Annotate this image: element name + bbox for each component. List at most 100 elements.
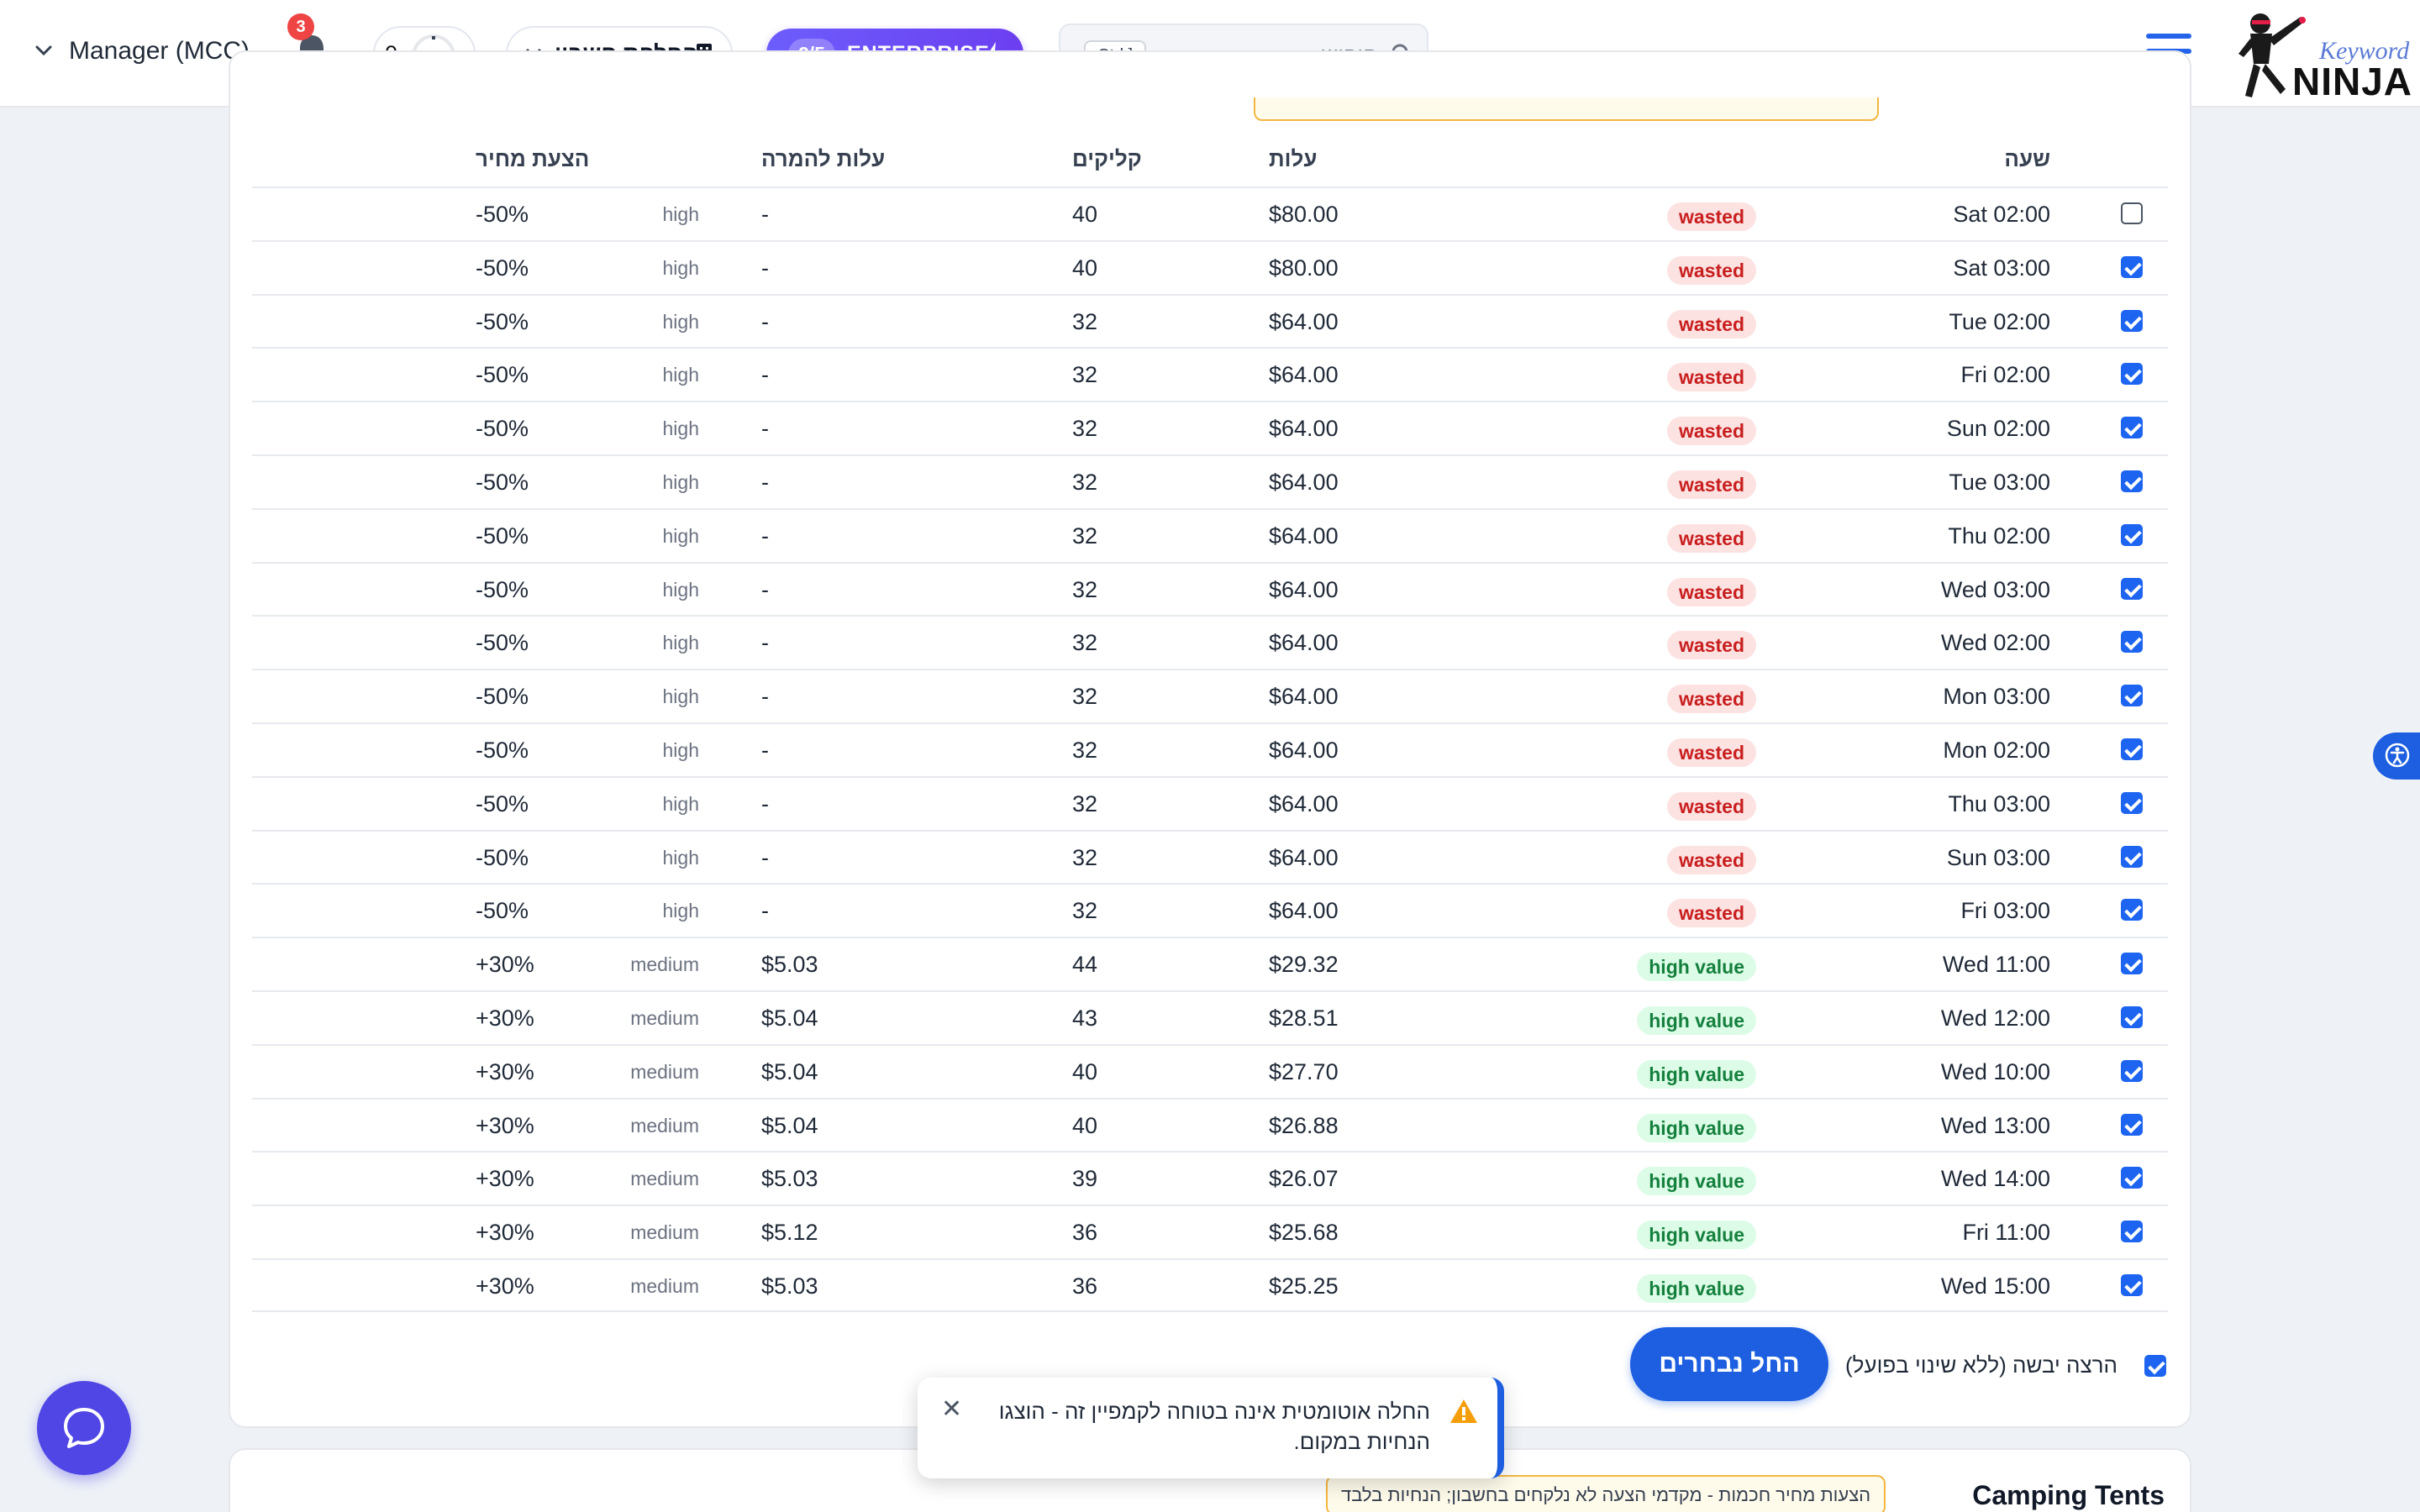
- row-checkbox[interactable]: [2121, 738, 2143, 760]
- row-clicks: 32: [1072, 844, 1098, 870]
- row-cost-per-conversion: $5.04: [761, 1005, 818, 1031]
- row-clicks: 44: [1072, 952, 1098, 978]
- row-clicks: 32: [1072, 898, 1098, 924]
- row-checkbox[interactable]: [2121, 631, 2143, 654]
- table-row: Sat 03:00 wasted $80.00 40 - -50% high: [252, 239, 2168, 294]
- table-row: Sun 03:00 wasted $64.00 32 - -50% high: [252, 829, 2168, 884]
- row-cost: $64.00: [1269, 416, 1339, 442]
- row-cost: $26.07: [1269, 1166, 1339, 1192]
- row-bid-suggestion: -50%: [476, 362, 529, 388]
- row-checkbox[interactable]: [2121, 1273, 2143, 1296]
- table-row: Thu 02:00 wasted $64.00 32 - -50% high: [252, 507, 2168, 562]
- row-status-badge: high value: [1637, 1059, 1756, 1089]
- row-status-badge: wasted: [1667, 845, 1756, 874]
- keyword-ninja-logo[interactable]: Keyword NINJA: [2235, 5, 2412, 103]
- row-cost: $64.00: [1269, 630, 1339, 656]
- row-cost-per-conversion: -: [761, 255, 769, 281]
- row-checkbox[interactable]: [2121, 1113, 2143, 1136]
- row-confidence: medium: [630, 1114, 699, 1137]
- row-clicks: 32: [1072, 522, 1098, 549]
- row-checkbox[interactable]: [2121, 899, 2143, 921]
- row-hour: Sat 03:00: [1953, 255, 2050, 281]
- row-status-badge: high value: [1637, 1005, 1756, 1035]
- card-notice-partial: [1254, 97, 1879, 121]
- row-hour: Mon 03:00: [1943, 684, 2050, 710]
- warning-triangle-icon: [1449, 1398, 1479, 1429]
- dry-run-checkbox[interactable]: [2144, 1355, 2166, 1377]
- row-status-badge: high value: [1637, 1221, 1756, 1250]
- row-clicks: 32: [1072, 684, 1098, 710]
- row-bid-suggestion: -50%: [476, 844, 529, 870]
- row-checkbox[interactable]: [2121, 470, 2143, 492]
- column-cost-per-conversion[interactable]: עלות להמרה: [761, 146, 886, 171]
- toast-message: החלה אוטומטית אינה בטוחה לקמפיין זה - הו…: [998, 1399, 1430, 1454]
- row-checkbox[interactable]: [2121, 953, 2143, 975]
- row-bid-suggestion: +30%: [476, 1273, 534, 1299]
- user-label: Manager (MCC): [69, 37, 250, 65]
- row-status-badge: wasted: [1667, 685, 1756, 714]
- accessibility-button[interactable]: [2373, 732, 2420, 780]
- chat-button[interactable]: [37, 1381, 131, 1475]
- row-bid-suggestion: +30%: [476, 1058, 534, 1084]
- row-checkbox[interactable]: [2121, 255, 2143, 278]
- row-confidence: high: [662, 632, 699, 654]
- row-checkbox[interactable]: [2121, 791, 2143, 814]
- row-confidence: high: [662, 792, 699, 815]
- row-bid-suggestion: -50%: [476, 416, 529, 442]
- row-cost: $64.00: [1269, 790, 1339, 816]
- column-bid-suggestion[interactable]: הצעת מחיר: [476, 146, 590, 171]
- table-row: Tue 02:00 wasted $64.00 32 - -50% high: [252, 293, 2168, 348]
- row-checkbox[interactable]: [2121, 1221, 2143, 1243]
- row-clicks: 40: [1072, 1112, 1098, 1138]
- row-cost-per-conversion: $5.04: [761, 1112, 818, 1138]
- row-confidence: medium: [630, 1274, 699, 1297]
- row-cost: $64.00: [1269, 844, 1339, 870]
- row-status-badge: wasted: [1667, 791, 1756, 821]
- row-hour: Sun 02:00: [1946, 416, 2050, 442]
- row-hour: Sat 02:00: [1953, 202, 2050, 227]
- column-clicks[interactable]: קליקים: [1072, 146, 1142, 171]
- row-clicks: 40: [1072, 1058, 1098, 1084]
- row-bid-suggestion: -50%: [476, 737, 529, 763]
- row-clicks: 40: [1072, 202, 1098, 227]
- dry-run-label: הרצה יבשה (ללא שינוי בפועל): [1845, 1352, 2118, 1378]
- column-hour[interactable]: שעה: [2004, 146, 2050, 171]
- row-confidence: high: [662, 203, 699, 225]
- column-cost[interactable]: עלות: [1269, 146, 1318, 171]
- row-confidence: high: [662, 256, 699, 279]
- row-hour: Fri 02:00: [1960, 362, 2050, 388]
- row-clicks: 32: [1072, 469, 1098, 495]
- row-clicks: 32: [1072, 576, 1098, 602]
- row-checkbox[interactable]: [2121, 523, 2143, 546]
- row-cost: $64.00: [1269, 898, 1339, 924]
- row-hour: Wed 15:00: [1940, 1273, 2050, 1299]
- row-bid-suggestion: +30%: [476, 1112, 534, 1138]
- row-checkbox[interactable]: [2121, 1167, 2143, 1189]
- row-checkbox[interactable]: [2121, 685, 2143, 707]
- row-status-badge: wasted: [1667, 363, 1756, 392]
- row-checkbox[interactable]: [2121, 577, 2143, 600]
- row-cost-per-conversion: -: [761, 737, 769, 763]
- row-bid-suggestion: -50%: [476, 522, 529, 549]
- apply-selected-button[interactable]: החל נבחרים: [1630, 1327, 1828, 1401]
- row-cost: $64.00: [1269, 684, 1339, 710]
- row-status-badge: wasted: [1667, 417, 1756, 446]
- row-checkbox[interactable]: [2121, 417, 2143, 439]
- row-cost-per-conversion: -: [761, 362, 769, 388]
- row-clicks: 32: [1072, 416, 1098, 442]
- notifications-badge: 3: [287, 13, 314, 40]
- row-checkbox[interactable]: [2121, 363, 2143, 386]
- row-checkbox[interactable]: [2121, 845, 2143, 868]
- close-icon[interactable]: ✕: [941, 1395, 963, 1423]
- row-checkbox[interactable]: [2121, 1005, 2143, 1028]
- row-bid-suggestion: -50%: [476, 469, 529, 495]
- row-hour: Mon 02:00: [1943, 737, 2050, 763]
- row-confidence: medium: [630, 1221, 699, 1244]
- row-clicks: 32: [1072, 362, 1098, 388]
- row-checkbox[interactable]: [2121, 1059, 2143, 1082]
- row-clicks: 32: [1072, 790, 1098, 816]
- row-checkbox[interactable]: [2121, 202, 2143, 224]
- row-hour: Fri 11:00: [1962, 1220, 2050, 1246]
- row-checkbox[interactable]: [2121, 309, 2143, 332]
- row-confidence: medium: [630, 1006, 699, 1029]
